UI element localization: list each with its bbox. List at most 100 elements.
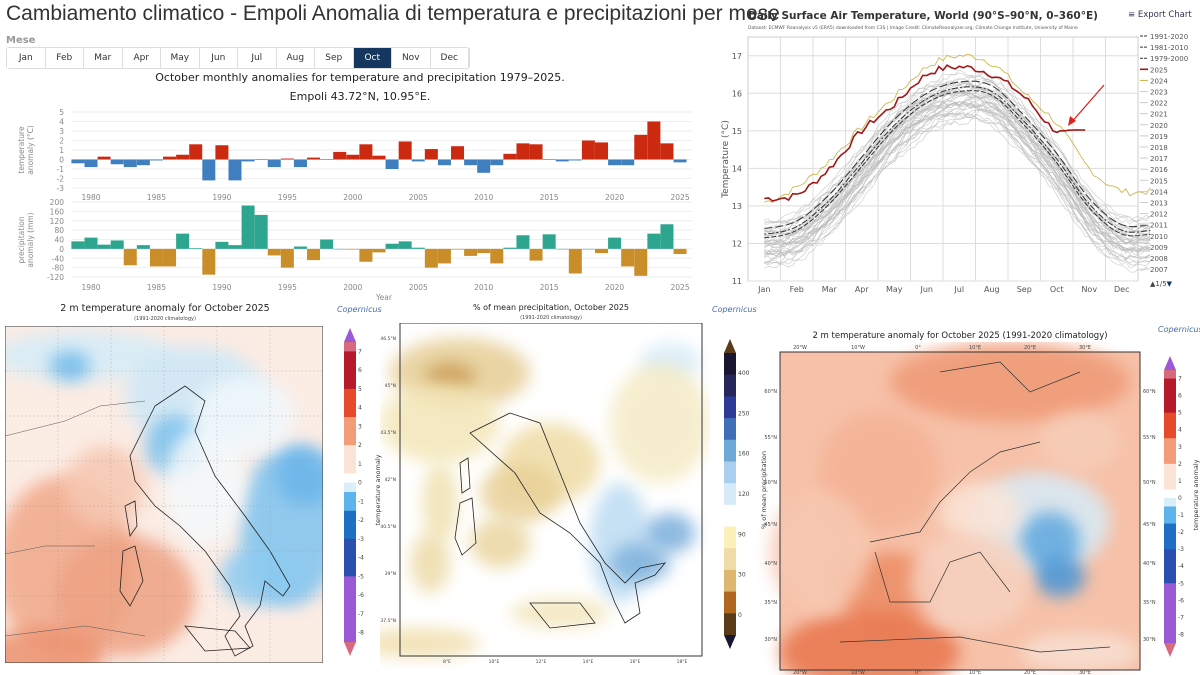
- bar-2005: [411, 247, 425, 249]
- bar-2016: [555, 248, 569, 250]
- chart-title: Daily Surface Air Temperature, World (90…: [748, 10, 1098, 22]
- colorbar-tick: 250: [738, 410, 750, 417]
- colorbar-segment: [344, 379, 356, 390]
- bar-1985: [149, 248, 163, 267]
- month-button-sep[interactable]: Sep: [315, 48, 354, 68]
- bar-2025: [673, 248, 687, 255]
- colorbar-segment: [1164, 532, 1176, 542]
- month-button-jun[interactable]: Jun: [199, 48, 238, 68]
- map-frame: [399, 323, 703, 657]
- colorbar-segment: [344, 576, 356, 587]
- legend-item-2022: 2022: [1150, 100, 1168, 108]
- colorbar-tick: -8: [358, 630, 364, 637]
- bar-1994: [267, 248, 281, 256]
- anomaly-patch: [275, 446, 323, 506]
- month-button-oct[interactable]: Oct: [353, 48, 392, 68]
- bar-2001: [359, 144, 373, 160]
- month-button-dec[interactable]: Dec: [430, 48, 469, 68]
- coastline: [839, 361, 1111, 653]
- legend-item-2012: 2012: [1150, 211, 1168, 219]
- bar-2004: [398, 241, 412, 249]
- year-series-line: [764, 79, 1151, 235]
- series-1979-2000: [764, 90, 1151, 239]
- colorbar-segment: [344, 557, 356, 568]
- x-tick-label: 2005: [409, 193, 428, 202]
- month-button-may[interactable]: May: [161, 48, 200, 68]
- lon-tick-label: 30°E: [1079, 345, 1091, 351]
- legend-item-2024: 2024: [1150, 77, 1168, 85]
- bar-2012: [503, 153, 517, 160]
- bar-2001: [359, 248, 373, 262]
- colorbar-segment: [344, 463, 356, 474]
- legend-item-2008: 2008: [1150, 255, 1168, 263]
- export-chart-button[interactable]: ≡ Export Chart: [1128, 10, 1192, 20]
- lat-tick-label: 30°N: [1143, 637, 1156, 643]
- colorbar-segment: [344, 585, 356, 596]
- bar-1981: [97, 244, 111, 249]
- colorbar-segment: [724, 548, 736, 571]
- month-button-nov[interactable]: Nov: [392, 48, 431, 68]
- month-button-jul[interactable]: Jul: [238, 48, 277, 68]
- legend-item-2015: 2015: [1150, 177, 1168, 185]
- lon-tick-label: 12°E: [536, 659, 547, 665]
- anomaly-patch: [910, 532, 1030, 632]
- bar-2009: [464, 248, 478, 256]
- colorbar-segment: [1164, 463, 1176, 473]
- bar-2022: [634, 248, 648, 276]
- colorbar-segment: [1164, 515, 1176, 525]
- y-axis-label: Temperature (°C): [721, 120, 731, 199]
- y-tick-label: 12: [732, 239, 742, 248]
- bar-2005: [411, 159, 425, 162]
- colorbar-tick: -7: [1178, 614, 1184, 621]
- colorbar-tick: -2: [1178, 529, 1184, 536]
- colorbar-tick: -6: [358, 592, 364, 599]
- lat-tick-label: 45°N: [385, 383, 396, 389]
- x-tick-label: May: [886, 285, 903, 294]
- bar-2004: [398, 141, 412, 160]
- legend-pager[interactable]: ▲1/5▼: [1150, 280, 1173, 288]
- pager-text: 1/5: [1155, 280, 1167, 288]
- bar-2021: [621, 248, 635, 267]
- month-button-apr[interactable]: Apr: [122, 48, 161, 68]
- lat-tick-label: 39°N: [385, 571, 396, 577]
- colorbar-segment: [344, 398, 356, 409]
- colorbar-tick: 7: [1178, 376, 1182, 383]
- month-button-jan[interactable]: Jan: [7, 48, 46, 68]
- bar-2021: [621, 159, 635, 166]
- colorbar-segment: [1164, 412, 1176, 422]
- border-lines: [5, 400, 146, 637]
- y-tick-label: 15: [732, 127, 742, 136]
- lon-tick-label: 8°E: [443, 659, 451, 665]
- map1-subtitle: (1991-2020 climatology): [134, 316, 196, 322]
- bar-1996: [293, 246, 307, 249]
- colorbar-tick: 2: [358, 442, 362, 449]
- bar-1983: [123, 159, 137, 168]
- anomaly-patch: [380, 628, 480, 658]
- colorbar-segment: [344, 351, 356, 362]
- anomaly-patch: [1040, 412, 1120, 472]
- anomaly-patch: [590, 483, 650, 603]
- colorbar-segment: [1164, 574, 1176, 584]
- legend-item-2025: 2025: [1150, 66, 1168, 74]
- bar-1981: [97, 156, 111, 160]
- bar-1998: [320, 159, 334, 160]
- lat-tick-label: 40°N: [764, 561, 777, 567]
- lon-tick-label: 20°E: [1024, 345, 1036, 351]
- month-button-mar[interactable]: Mar: [84, 48, 123, 68]
- bar-2010: [477, 248, 491, 254]
- colorbar-tick: 160: [738, 451, 750, 458]
- month-button-aug[interactable]: Aug: [276, 48, 315, 68]
- bar-2020: [608, 237, 622, 249]
- anomaly-patch: [940, 482, 1020, 542]
- legend-item-2007: 2007: [1150, 266, 1168, 274]
- bar-1990: [215, 145, 229, 160]
- x-tick-label: Mar: [822, 285, 838, 294]
- year-series-line: [764, 78, 1151, 234]
- colorbar-tick: -7: [358, 611, 364, 618]
- x-tick-label: 2020: [605, 283, 624, 292]
- x-tick-label: Nov: [1081, 285, 1097, 294]
- bar-1982: [110, 159, 124, 165]
- daily-temperature-chart: Daily Surface Air Temperature, World (90…: [721, 10, 1188, 294]
- month-button-feb[interactable]: Feb: [45, 48, 84, 68]
- x-tick-label: 2015: [540, 283, 559, 292]
